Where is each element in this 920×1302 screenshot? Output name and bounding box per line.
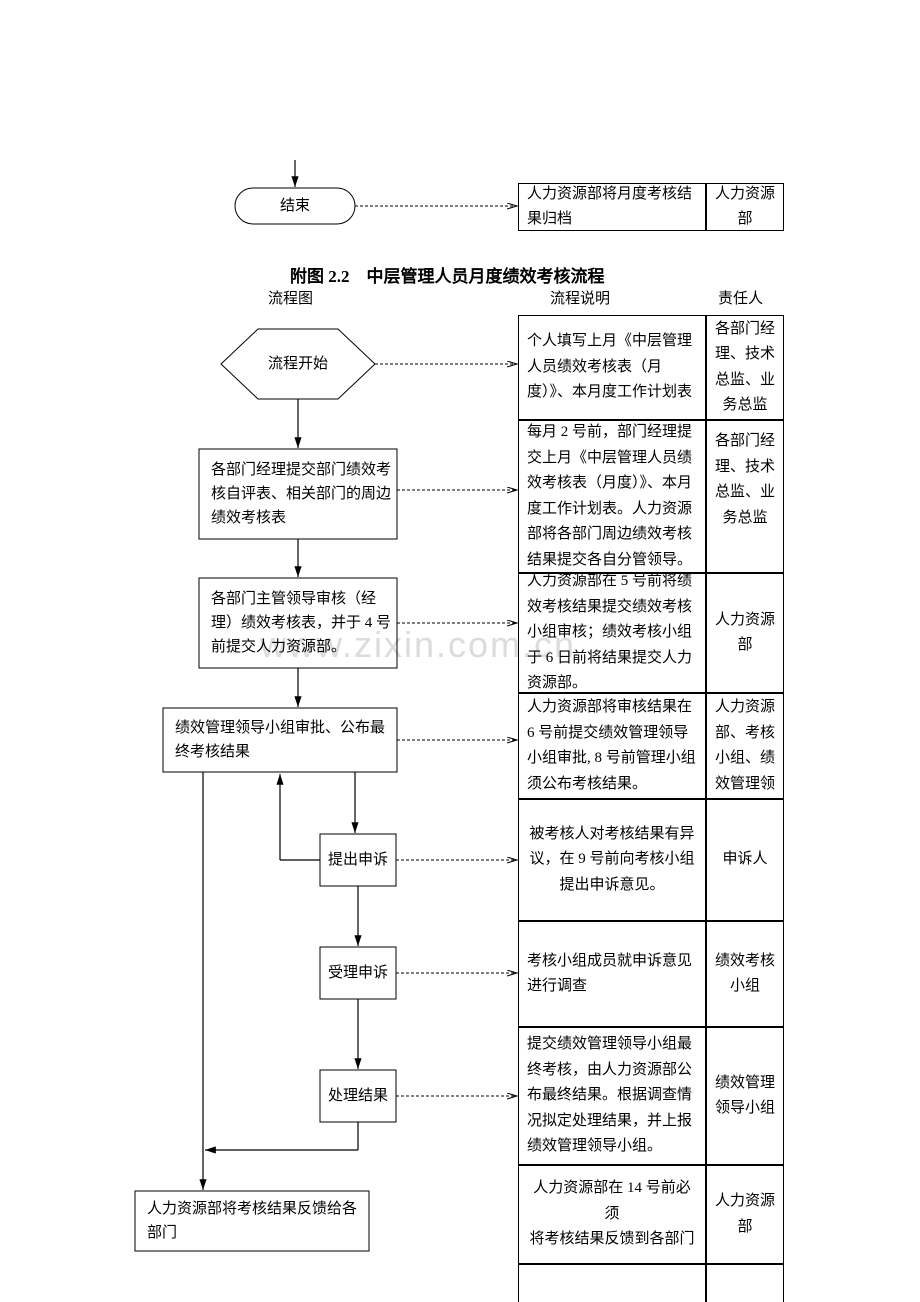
col-header-resp: 责任人 (718, 287, 763, 308)
desc-cell-0: 个人填写上月《中层管理人员绩效考核表（月度）》、本月度工作计划表 (518, 315, 706, 420)
top-desc-cell: 人力资源部将月度考核结果归档 (518, 183, 706, 231)
desc-cell-2: 人力资源部在 5 号前将绩效考核结果提交绩效考核小组审核；绩效考核小组于 6 日… (518, 573, 706, 693)
desc-cell-4: 被考核人对考核结果有异议，在 9 号前向考核小组提出申诉意见。 (518, 799, 706, 921)
resp-cell-empty (706, 1264, 784, 1302)
resp-cell-2: 人力资源部 (706, 573, 784, 693)
page: www.zixin.com.cn (0, 0, 920, 1302)
resp-cell-5: 绩效考核小组 (706, 921, 784, 1027)
node-approve: 绩效管理领导小组审批、公布最终考核结果 (169, 708, 403, 772)
resp-cell-7: 人力资源部 (706, 1165, 784, 1264)
node-feedback: 人力资源部将考核结果反馈给各部门 (141, 1191, 375, 1251)
node-handle-result: 处理结果 (320, 1070, 396, 1122)
col-header-desc: 流程说明 (550, 287, 610, 308)
node-audit: 各部门主管领导审核（经理）绩效考核表，并于 4 号前提交人力资源部。 (205, 578, 403, 668)
desc-cell-empty (518, 1264, 706, 1302)
desc-cell-6: 提交绩效管理领导小组最终考核，由人力资源部公布最终结果。根据调查情况拟定处理结果… (518, 1027, 706, 1165)
desc-cell-1: 每月 2 号前，部门经理提交上月《中层管理人员绩效考核表（月度）》、本月度工作计… (518, 420, 706, 573)
top-resp-cell: 人力资源部 (706, 183, 784, 231)
resp-cell-0: 各部门经理、技术总监、业务总监 (706, 315, 784, 420)
node-accept-appeal: 受理申诉 (320, 947, 396, 999)
node-appeal: 提出申诉 (320, 834, 396, 886)
resp-cell-4: 申诉人 (706, 799, 784, 921)
terminator-end-label: 结束 (235, 188, 355, 224)
figure-title: 附图 2.2 中层管理人员月度绩效考核流程 (290, 262, 605, 287)
resp-cell-3: 人力资源部、考核小组、绩效管理领 (706, 693, 784, 799)
node-start: 流程开始 (221, 329, 375, 399)
resp-cell-6: 绩效管理领导小组 (706, 1027, 784, 1165)
desc-cell-3: 人力资源部将审核结果在 6 号前提交绩效管理领导小组审批, 8 号前管理小组须公… (518, 693, 706, 799)
desc-cell-5: 考核小组成员就申诉意见进行调查 (518, 921, 706, 1027)
node-submit: 各部门经理提交部门绩效考核自评表、相关部门的周边绩效考核表 (205, 449, 403, 539)
resp-cell-1: 各部门经理、技术总监、业务总监 (706, 420, 784, 573)
desc-cell-7: 人力资源部在 14 号前必须 将考核结果反馈到各部门 (518, 1165, 706, 1264)
col-header-flow: 流程图 (268, 287, 313, 308)
